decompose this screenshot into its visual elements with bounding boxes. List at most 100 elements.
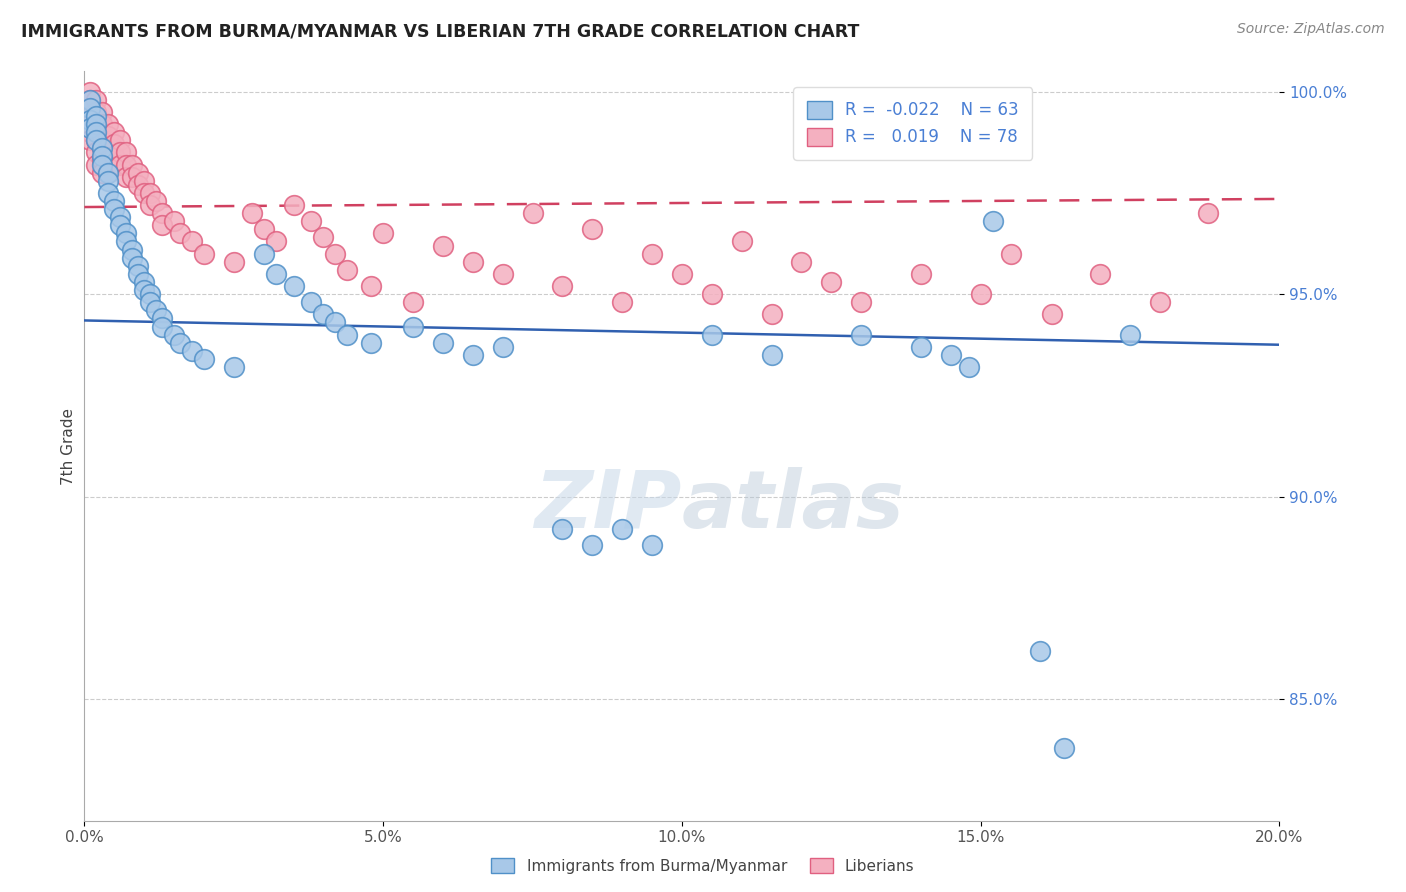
- Point: [91, 166, 114, 180]
- Point: [193, 246, 215, 260]
- Point: [761, 307, 783, 321]
- Point: [97, 141, 120, 155]
- Point: [97, 166, 120, 180]
- Point: [86, 133, 108, 147]
- Text: Source: ZipAtlas.com: Source: ZipAtlas.com: [1237, 22, 1385, 37]
- Point: [79, 121, 101, 136]
- Point: [86, 117, 108, 131]
- Point: [121, 251, 143, 265]
- Point: [79, 109, 101, 123]
- Point: [373, 227, 395, 241]
- Point: [91, 117, 114, 131]
- Text: ZIP: ZIP: [534, 467, 682, 545]
- Point: [253, 222, 276, 236]
- Point: [700, 327, 723, 342]
- Point: [492, 340, 515, 354]
- Point: [110, 157, 132, 171]
- Point: [1149, 295, 1171, 310]
- Point: [1053, 740, 1076, 755]
- Point: [139, 287, 162, 301]
- Point: [1090, 267, 1112, 281]
- Point: [110, 210, 132, 224]
- Point: [461, 348, 484, 362]
- Point: [910, 267, 932, 281]
- Point: [127, 166, 149, 180]
- Point: [121, 157, 143, 171]
- Point: [612, 295, 634, 310]
- Point: [127, 267, 149, 281]
- Point: [1042, 307, 1064, 321]
- Point: [97, 174, 120, 188]
- Point: [581, 222, 603, 236]
- Point: [581, 538, 603, 552]
- Point: [150, 311, 173, 326]
- Point: [97, 117, 120, 131]
- Point: [97, 166, 120, 180]
- Point: [79, 101, 101, 115]
- Point: [103, 149, 125, 163]
- Point: [86, 117, 108, 131]
- Point: [1119, 327, 1142, 342]
- Point: [97, 153, 120, 168]
- Point: [91, 153, 114, 168]
- Point: [193, 351, 215, 366]
- Point: [820, 275, 842, 289]
- Point: [132, 283, 156, 297]
- Text: IMMIGRANTS FROM BURMA/MYANMAR VS LIBERIAN 7TH GRADE CORRELATION CHART: IMMIGRANTS FROM BURMA/MYANMAR VS LIBERIA…: [21, 22, 859, 40]
- Point: [139, 295, 162, 310]
- Point: [91, 141, 114, 155]
- Point: [402, 295, 425, 310]
- Point: [790, 254, 813, 268]
- Point: [1197, 206, 1219, 220]
- Point: [461, 254, 484, 268]
- Point: [163, 327, 186, 342]
- Text: atlas: atlas: [682, 467, 904, 545]
- Point: [79, 112, 101, 127]
- Point: [641, 538, 664, 552]
- Point: [103, 125, 125, 139]
- Point: [132, 275, 156, 289]
- Point: [103, 137, 125, 152]
- Point: [169, 335, 191, 350]
- Point: [169, 227, 191, 241]
- Point: [641, 246, 664, 260]
- Point: [264, 267, 287, 281]
- Point: [79, 101, 101, 115]
- Point: [86, 125, 108, 139]
- Point: [939, 348, 962, 362]
- Point: [283, 279, 305, 293]
- Point: [336, 262, 359, 277]
- Point: [181, 343, 204, 358]
- Point: [97, 186, 120, 200]
- Point: [91, 149, 114, 163]
- Point: [222, 254, 245, 268]
- Point: [110, 145, 132, 160]
- Point: [115, 227, 138, 241]
- Point: [492, 267, 515, 281]
- Point: [79, 133, 101, 147]
- Point: [336, 327, 359, 342]
- Point: [551, 522, 574, 536]
- Point: [432, 335, 454, 350]
- Point: [145, 303, 167, 318]
- Point: [240, 206, 263, 220]
- Point: [79, 93, 101, 107]
- Legend: Immigrants from Burma/Myanmar, Liberians: Immigrants from Burma/Myanmar, Liberians: [485, 852, 921, 880]
- Point: [253, 246, 276, 260]
- Point: [86, 145, 108, 160]
- Point: [1029, 643, 1052, 657]
- Point: [957, 359, 980, 374]
- Point: [115, 235, 138, 249]
- Point: [139, 198, 162, 212]
- Point: [79, 85, 101, 99]
- Point: [86, 109, 108, 123]
- Point: [700, 287, 723, 301]
- Point: [145, 194, 167, 208]
- Point: [103, 194, 125, 208]
- Y-axis label: 7th Grade: 7th Grade: [60, 408, 76, 484]
- Point: [851, 327, 873, 342]
- Point: [150, 319, 173, 334]
- Point: [91, 104, 114, 119]
- Point: [91, 129, 114, 144]
- Point: [150, 206, 173, 220]
